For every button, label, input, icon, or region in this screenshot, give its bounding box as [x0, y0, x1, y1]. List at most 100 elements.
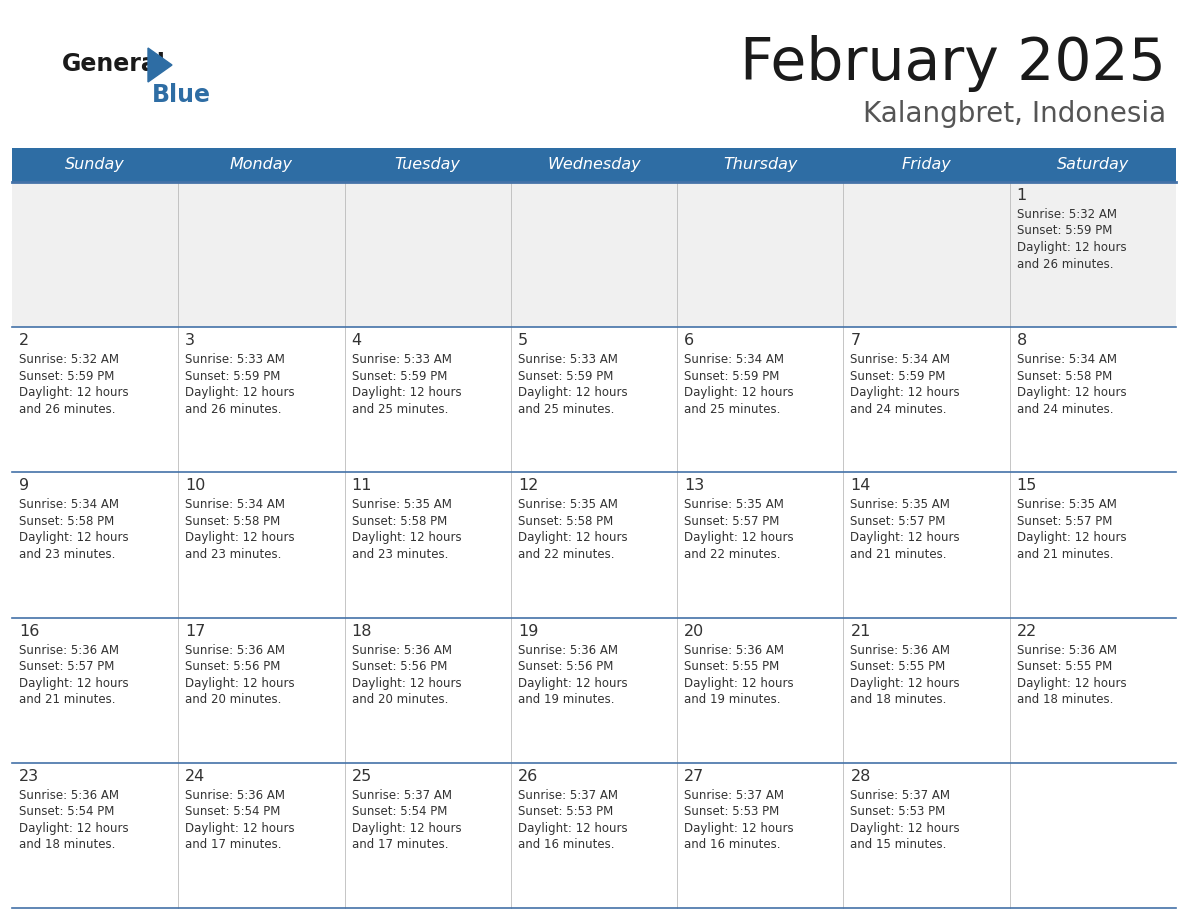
Text: Daylight: 12 hours: Daylight: 12 hours: [684, 386, 794, 399]
Text: Sunrise: 5:33 AM: Sunrise: 5:33 AM: [185, 353, 285, 366]
Text: and 16 minutes.: and 16 minutes.: [684, 838, 781, 851]
Text: and 19 minutes.: and 19 minutes.: [518, 693, 614, 706]
Text: 20: 20: [684, 623, 704, 639]
Text: Daylight: 12 hours: Daylight: 12 hours: [19, 822, 128, 834]
Text: and 25 minutes.: and 25 minutes.: [518, 403, 614, 416]
Text: Sunset: 5:58 PM: Sunset: 5:58 PM: [518, 515, 613, 528]
Text: Daylight: 12 hours: Daylight: 12 hours: [684, 532, 794, 544]
Text: Daylight: 12 hours: Daylight: 12 hours: [851, 532, 960, 544]
Text: 16: 16: [19, 623, 39, 639]
Text: Sunset: 5:57 PM: Sunset: 5:57 PM: [1017, 515, 1112, 528]
Text: Sunrise: 5:36 AM: Sunrise: 5:36 AM: [19, 789, 119, 801]
Bar: [511, 148, 677, 182]
Text: 9: 9: [19, 478, 30, 493]
Text: Sunrise: 5:37 AM: Sunrise: 5:37 AM: [684, 789, 784, 801]
Text: and 21 minutes.: and 21 minutes.: [851, 548, 947, 561]
Text: Sunrise: 5:36 AM: Sunrise: 5:36 AM: [518, 644, 618, 656]
Text: Sunset: 5:59 PM: Sunset: 5:59 PM: [185, 370, 280, 383]
Text: Sunset: 5:57 PM: Sunset: 5:57 PM: [851, 515, 946, 528]
Text: 4: 4: [352, 333, 361, 348]
Text: and 22 minutes.: and 22 minutes.: [518, 548, 614, 561]
Text: and 23 minutes.: and 23 minutes.: [352, 548, 448, 561]
Text: Sunrise: 5:32 AM: Sunrise: 5:32 AM: [19, 353, 119, 366]
Text: Sunset: 5:59 PM: Sunset: 5:59 PM: [352, 370, 447, 383]
Text: Sunset: 5:58 PM: Sunset: 5:58 PM: [185, 515, 280, 528]
Text: 6: 6: [684, 333, 694, 348]
Text: Sunrise: 5:35 AM: Sunrise: 5:35 AM: [1017, 498, 1117, 511]
Text: Sunrise: 5:33 AM: Sunrise: 5:33 AM: [352, 353, 451, 366]
Text: 15: 15: [1017, 478, 1037, 493]
Text: Daylight: 12 hours: Daylight: 12 hours: [1017, 241, 1126, 254]
Bar: [12, 763, 1176, 908]
Text: and 23 minutes.: and 23 minutes.: [19, 548, 115, 561]
Text: 1: 1: [1017, 188, 1026, 203]
Text: 8: 8: [1017, 333, 1026, 348]
Text: Daylight: 12 hours: Daylight: 12 hours: [185, 532, 295, 544]
Text: Sunrise: 5:36 AM: Sunrise: 5:36 AM: [1017, 644, 1117, 656]
Text: and 26 minutes.: and 26 minutes.: [19, 403, 115, 416]
Text: and 16 minutes.: and 16 minutes.: [518, 838, 614, 851]
Text: Sunset: 5:55 PM: Sunset: 5:55 PM: [851, 660, 946, 673]
Text: and 20 minutes.: and 20 minutes.: [185, 693, 282, 706]
Text: and 23 minutes.: and 23 minutes.: [185, 548, 282, 561]
Text: Sunrise: 5:37 AM: Sunrise: 5:37 AM: [352, 789, 451, 801]
Text: Daylight: 12 hours: Daylight: 12 hours: [19, 677, 128, 689]
Text: Wednesday: Wednesday: [548, 158, 640, 173]
Text: 5: 5: [518, 333, 527, 348]
Text: Sunset: 5:58 PM: Sunset: 5:58 PM: [1017, 370, 1112, 383]
Text: 27: 27: [684, 768, 704, 784]
Text: Sunset: 5:58 PM: Sunset: 5:58 PM: [352, 515, 447, 528]
Text: Sunset: 5:59 PM: Sunset: 5:59 PM: [684, 370, 779, 383]
Text: Sunrise: 5:36 AM: Sunrise: 5:36 AM: [185, 644, 285, 656]
Text: Sunset: 5:53 PM: Sunset: 5:53 PM: [518, 805, 613, 818]
Text: and 24 minutes.: and 24 minutes.: [851, 403, 947, 416]
Text: and 21 minutes.: and 21 minutes.: [19, 693, 115, 706]
Text: Sunrise: 5:34 AM: Sunrise: 5:34 AM: [851, 353, 950, 366]
Bar: [12, 327, 1176, 473]
Text: Tuesday: Tuesday: [394, 158, 461, 173]
Text: Daylight: 12 hours: Daylight: 12 hours: [851, 386, 960, 399]
Text: Daylight: 12 hours: Daylight: 12 hours: [19, 532, 128, 544]
Text: Sunrise: 5:36 AM: Sunrise: 5:36 AM: [185, 789, 285, 801]
Text: 2: 2: [19, 333, 30, 348]
Text: Sunset: 5:55 PM: Sunset: 5:55 PM: [1017, 660, 1112, 673]
Text: 19: 19: [518, 623, 538, 639]
Text: and 18 minutes.: and 18 minutes.: [19, 838, 115, 851]
Text: Sunset: 5:57 PM: Sunset: 5:57 PM: [684, 515, 779, 528]
Bar: [12, 618, 1176, 763]
Text: 26: 26: [518, 768, 538, 784]
Text: Sunrise: 5:35 AM: Sunrise: 5:35 AM: [518, 498, 618, 511]
Text: Sunset: 5:59 PM: Sunset: 5:59 PM: [518, 370, 613, 383]
Text: Sunrise: 5:33 AM: Sunrise: 5:33 AM: [518, 353, 618, 366]
Text: 22: 22: [1017, 623, 1037, 639]
Text: Sunset: 5:59 PM: Sunset: 5:59 PM: [1017, 225, 1112, 238]
Text: Daylight: 12 hours: Daylight: 12 hours: [851, 822, 960, 834]
Text: Daylight: 12 hours: Daylight: 12 hours: [185, 386, 295, 399]
Bar: [178, 148, 345, 182]
Text: Daylight: 12 hours: Daylight: 12 hours: [352, 677, 461, 689]
Text: Sunset: 5:56 PM: Sunset: 5:56 PM: [518, 660, 613, 673]
Text: Sunset: 5:56 PM: Sunset: 5:56 PM: [352, 660, 447, 673]
Text: Daylight: 12 hours: Daylight: 12 hours: [684, 677, 794, 689]
Text: 28: 28: [851, 768, 871, 784]
Text: and 17 minutes.: and 17 minutes.: [352, 838, 448, 851]
Text: Sunrise: 5:32 AM: Sunrise: 5:32 AM: [1017, 208, 1117, 221]
Text: Sunrise: 5:36 AM: Sunrise: 5:36 AM: [19, 644, 119, 656]
Text: Daylight: 12 hours: Daylight: 12 hours: [1017, 386, 1126, 399]
Bar: [345, 148, 511, 182]
Text: Sunset: 5:59 PM: Sunset: 5:59 PM: [19, 370, 114, 383]
Polygon shape: [148, 48, 172, 82]
Text: 12: 12: [518, 478, 538, 493]
Text: Daylight: 12 hours: Daylight: 12 hours: [518, 386, 627, 399]
Text: Daylight: 12 hours: Daylight: 12 hours: [185, 677, 295, 689]
Text: Blue: Blue: [152, 83, 211, 107]
Text: and 18 minutes.: and 18 minutes.: [851, 693, 947, 706]
Text: Daylight: 12 hours: Daylight: 12 hours: [851, 677, 960, 689]
Text: Sunrise: 5:35 AM: Sunrise: 5:35 AM: [352, 498, 451, 511]
Text: Sunset: 5:54 PM: Sunset: 5:54 PM: [352, 805, 447, 818]
Text: Sunset: 5:56 PM: Sunset: 5:56 PM: [185, 660, 280, 673]
Text: Sunrise: 5:36 AM: Sunrise: 5:36 AM: [684, 644, 784, 656]
Text: Daylight: 12 hours: Daylight: 12 hours: [518, 532, 627, 544]
Text: February 2025: February 2025: [740, 35, 1165, 92]
Text: 18: 18: [352, 623, 372, 639]
